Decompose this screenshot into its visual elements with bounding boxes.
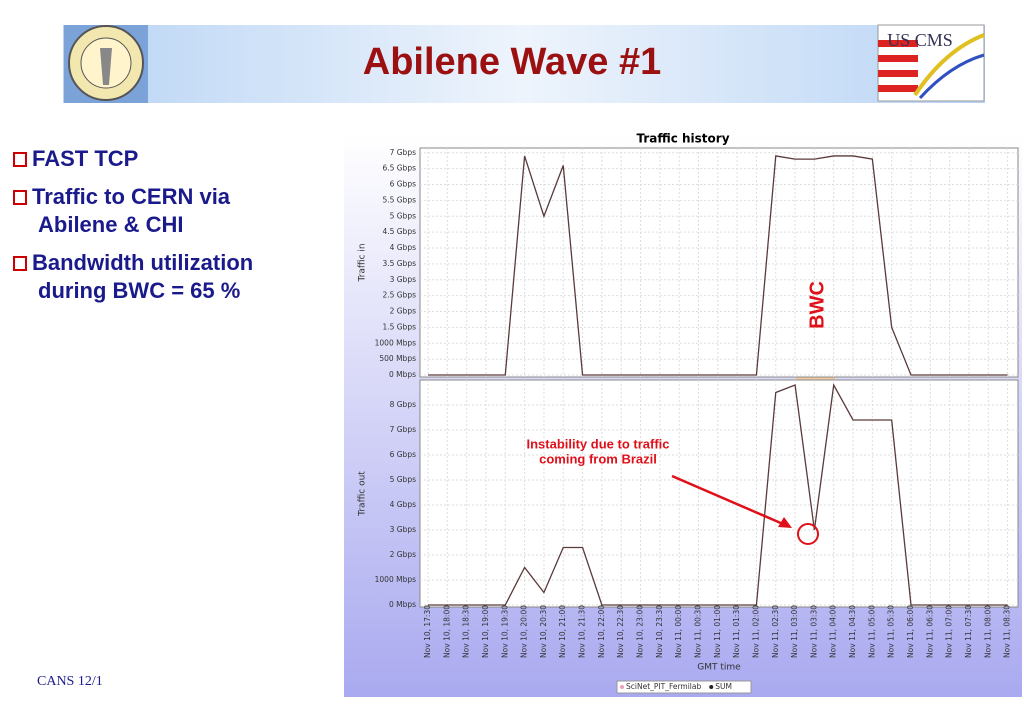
x-tick-label: Nov 10, 19:30 — [500, 605, 509, 658]
y-tick-label: 2 Gbps — [390, 307, 416, 316]
x-tick-label: Nov 10, 21:30 — [578, 605, 587, 658]
x-tick-label: Nov 10, 19:00 — [481, 605, 490, 658]
y-tick-label: 4.5 Gbps — [382, 227, 416, 236]
x-tick-label: Nov 11, 07:00 — [945, 605, 954, 658]
legend-label: SUM — [715, 682, 732, 691]
x-tick-label: Nov 10, 22:30 — [616, 605, 625, 658]
y-axis-label: Traffic in — [358, 243, 368, 282]
y-tick-label: 2 Gbps — [390, 550, 416, 559]
line-series — [428, 382, 1008, 606]
header-bar — [63, 25, 985, 103]
x-tick-label: Nov 11, 05:00 — [867, 605, 876, 658]
x-tick-label: Nov 11, 02:00 — [751, 605, 760, 658]
x-tick-label: Nov 11, 01:00 — [713, 605, 722, 658]
highlight-circle — [797, 523, 819, 545]
x-tick-label: Nov 11, 02:30 — [771, 605, 780, 658]
annotation-arrow — [671, 474, 784, 526]
y-tick-label: 6.5 Gbps — [382, 164, 416, 173]
y-tick-label: 4 Gbps — [390, 500, 416, 509]
band-label: BWC — [806, 281, 828, 329]
slide-title: Abilene Wave #1 — [363, 41, 662, 83]
x-tick-label: Nov 11, 04:30 — [848, 605, 857, 658]
plot-area — [419, 379, 1019, 608]
bullet-text: Bandwidth utilization — [32, 250, 253, 275]
x-tick-label: Nov 11, 06:00 — [906, 605, 915, 658]
y-tick-label: 5.5 Gbps — [382, 195, 416, 204]
bullet-marker — [13, 152, 27, 167]
y-tick-label: 1.5 Gbps — [382, 322, 416, 331]
annotation: Instability due to traffic — [526, 436, 669, 451]
x-tick-label: Nov 11, 03:00 — [790, 605, 799, 658]
uscms-logo: US CMS — [877, 24, 985, 102]
y-tick-label: 3.5 Gbps — [382, 259, 416, 268]
footer: CANS 12/1 — [37, 674, 103, 689]
bullet-text: Abilene & CHI — [38, 212, 183, 237]
y-tick-label: 6 Gbps — [390, 180, 416, 189]
y-tick-label: 1000 Mbps — [375, 338, 416, 347]
x-tick-label: Nov 11, 08:00 — [983, 605, 992, 658]
plot-area — [419, 147, 1019, 378]
x-tick-label: Nov 10, 23:00 — [636, 605, 645, 658]
bullet-text: Traffic to CERN via — [32, 184, 231, 209]
x-axis-label: GMT time — [697, 663, 741, 673]
x-tick-label: Nov 11, 05:30 — [887, 605, 896, 658]
legend-box — [616, 680, 752, 694]
y-tick-label: 3 Gbps — [390, 275, 416, 284]
bullet-text: FAST TCP — [32, 146, 138, 171]
annotation: coming from Brazil — [539, 451, 657, 466]
y-tick-label: 3 Gbps — [390, 525, 416, 534]
y-tick-label: 7 Gbps — [390, 425, 416, 434]
x-tick-label: Nov 11, 03:30 — [809, 605, 818, 658]
y-axis-label: Traffic out — [358, 471, 368, 517]
x-tick-label: Nov 11, 08:30 — [1003, 605, 1012, 658]
y-tick-label: 1000 Mbps — [375, 575, 416, 584]
chart-title: Traffic history — [636, 132, 729, 146]
y-tick-label: 7 Gbps — [390, 148, 416, 157]
logo-text: US CMS — [887, 30, 953, 50]
bullet-marker — [13, 256, 27, 271]
x-tick-label: Nov 11, 06:30 — [925, 605, 934, 658]
x-tick-label: Nov 10, 20:00 — [520, 605, 529, 658]
x-tick-label: Nov 10, 18:30 — [462, 605, 471, 658]
y-tick-label: 5 Gbps — [390, 475, 416, 484]
y-tick-label: 0 Mbps — [389, 600, 416, 609]
x-tick-label: Nov 10, 18:00 — [442, 605, 451, 658]
y-tick-label: 0 Mbps — [389, 370, 416, 379]
y-tick-label: 5 Gbps — [390, 211, 416, 220]
legend-swatch — [620, 685, 624, 689]
y-tick-label: 2.5 Gbps — [382, 291, 416, 300]
x-tick-label: Nov 11, 00:00 — [674, 605, 683, 658]
legend-swatch — [709, 685, 714, 689]
x-tick-label: Nov 10, 20:30 — [539, 605, 548, 658]
bullet-text: during BWC = 65 % — [38, 278, 240, 303]
x-tick-label: Nov 11, 07:30 — [964, 605, 973, 658]
y-tick-label: 500 Mbps — [379, 354, 416, 363]
x-tick-label: Nov 10, 21:00 — [558, 605, 567, 658]
caltech-logo — [64, 25, 148, 103]
y-tick-label: 6 Gbps — [390, 450, 416, 459]
y-tick-label: 4 Gbps — [390, 243, 416, 252]
x-tick-label: Nov 10, 23:30 — [655, 605, 664, 658]
arrow-head — [778, 517, 792, 528]
legend-label: SciNet_PIT_Fermilab — [626, 682, 701, 691]
bullet-marker — [13, 190, 27, 205]
x-tick-label: Nov 11, 04:00 — [829, 605, 838, 658]
line-series — [428, 155, 1008, 376]
y-tick-label: 8 Gbps — [390, 400, 416, 409]
x-tick-label: Nov 11, 01:30 — [732, 605, 741, 658]
x-tick-label: Nov 11, 00:30 — [693, 605, 702, 658]
x-tick-label: Nov 10, 22:00 — [597, 605, 606, 658]
x-tick-label: Nov 10, 17:30 — [423, 605, 432, 658]
